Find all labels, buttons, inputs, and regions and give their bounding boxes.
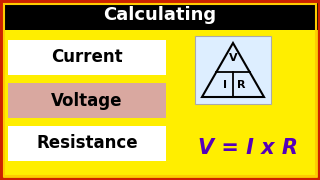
Bar — [195, 36, 271, 104]
Text: I: I — [223, 80, 227, 90]
Text: Calculating: Calculating — [103, 6, 217, 24]
Text: Current: Current — [51, 48, 123, 66]
Bar — [8, 126, 166, 161]
Bar — [8, 83, 166, 118]
Text: V = I x R: V = I x R — [198, 138, 298, 158]
Text: Voltage: Voltage — [51, 91, 123, 109]
Bar — [0, 0, 320, 30]
Bar — [8, 40, 166, 75]
Text: V: V — [229, 53, 237, 63]
Text: Resistance: Resistance — [36, 134, 138, 152]
Text: R: R — [237, 80, 246, 90]
